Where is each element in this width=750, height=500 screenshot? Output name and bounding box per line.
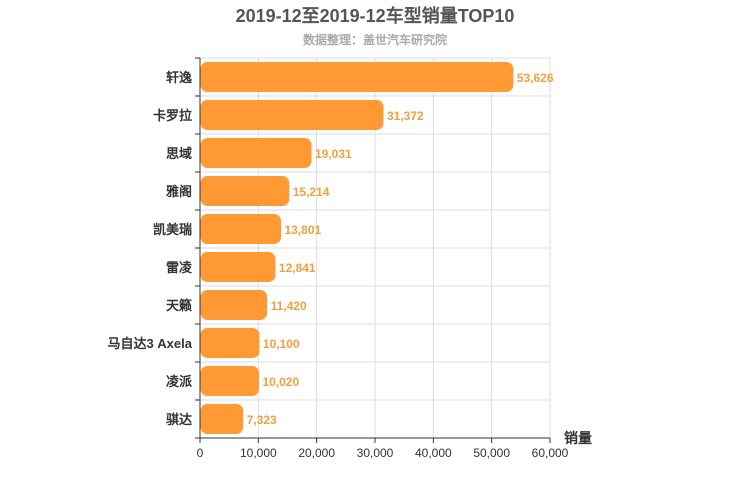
category-label: 骐达 (166, 412, 192, 427)
data-label: 15,214 (293, 185, 330, 199)
x-tick-label: 30,000 (357, 446, 394, 460)
data-label: 7,323 (247, 413, 277, 427)
category-label: 马自达3 Axela (107, 336, 192, 351)
category-label: 卡罗拉 (153, 108, 192, 123)
bar (200, 138, 312, 168)
data-label: 19,031 (315, 147, 352, 161)
category-label: 凯美瑞 (153, 222, 192, 237)
bar (200, 100, 384, 130)
bar (200, 328, 260, 358)
category-label: 凌派 (166, 374, 193, 389)
x-tick-label: 0 (197, 446, 204, 460)
x-tick-label: 40,000 (415, 446, 452, 460)
category-label: 天籁 (166, 298, 192, 313)
bar (200, 62, 514, 92)
x-tick-label: 50,000 (473, 446, 510, 460)
bar-series: 53,626 31,372 19,031 15,214 13,801 12,841 11,4… (200, 62, 554, 434)
x-tick-label: 20,000 (298, 446, 335, 460)
data-label: 10,100 (263, 337, 300, 351)
category-label: 雷凌 (166, 260, 193, 275)
bar (200, 214, 282, 244)
data-label: 53,626 (517, 71, 554, 85)
data-label: 10,020 (262, 375, 299, 389)
bar (200, 252, 276, 282)
data-label: 13,801 (285, 223, 322, 237)
chart-title: 2019-12至2019-12车型销量TOP10 (236, 5, 515, 26)
chart-subtitle: 数据整理：盖世汽车研究院 (303, 32, 447, 47)
bar (200, 366, 259, 396)
bar (200, 176, 290, 206)
x-axis-title: 销量 (564, 430, 592, 446)
data-label: 12,841 (279, 261, 316, 275)
bar (200, 404, 244, 434)
x-tick-label: 60,000 (532, 446, 569, 460)
x-tick-label: 10,000 (240, 446, 277, 460)
data-label: 31,372 (387, 109, 424, 123)
data-label: 11,420 (271, 299, 307, 313)
category-label: 思域 (166, 146, 192, 161)
category-label: 轩逸 (166, 70, 192, 85)
category-label: 雅阁 (166, 184, 192, 199)
bar (200, 290, 268, 320)
